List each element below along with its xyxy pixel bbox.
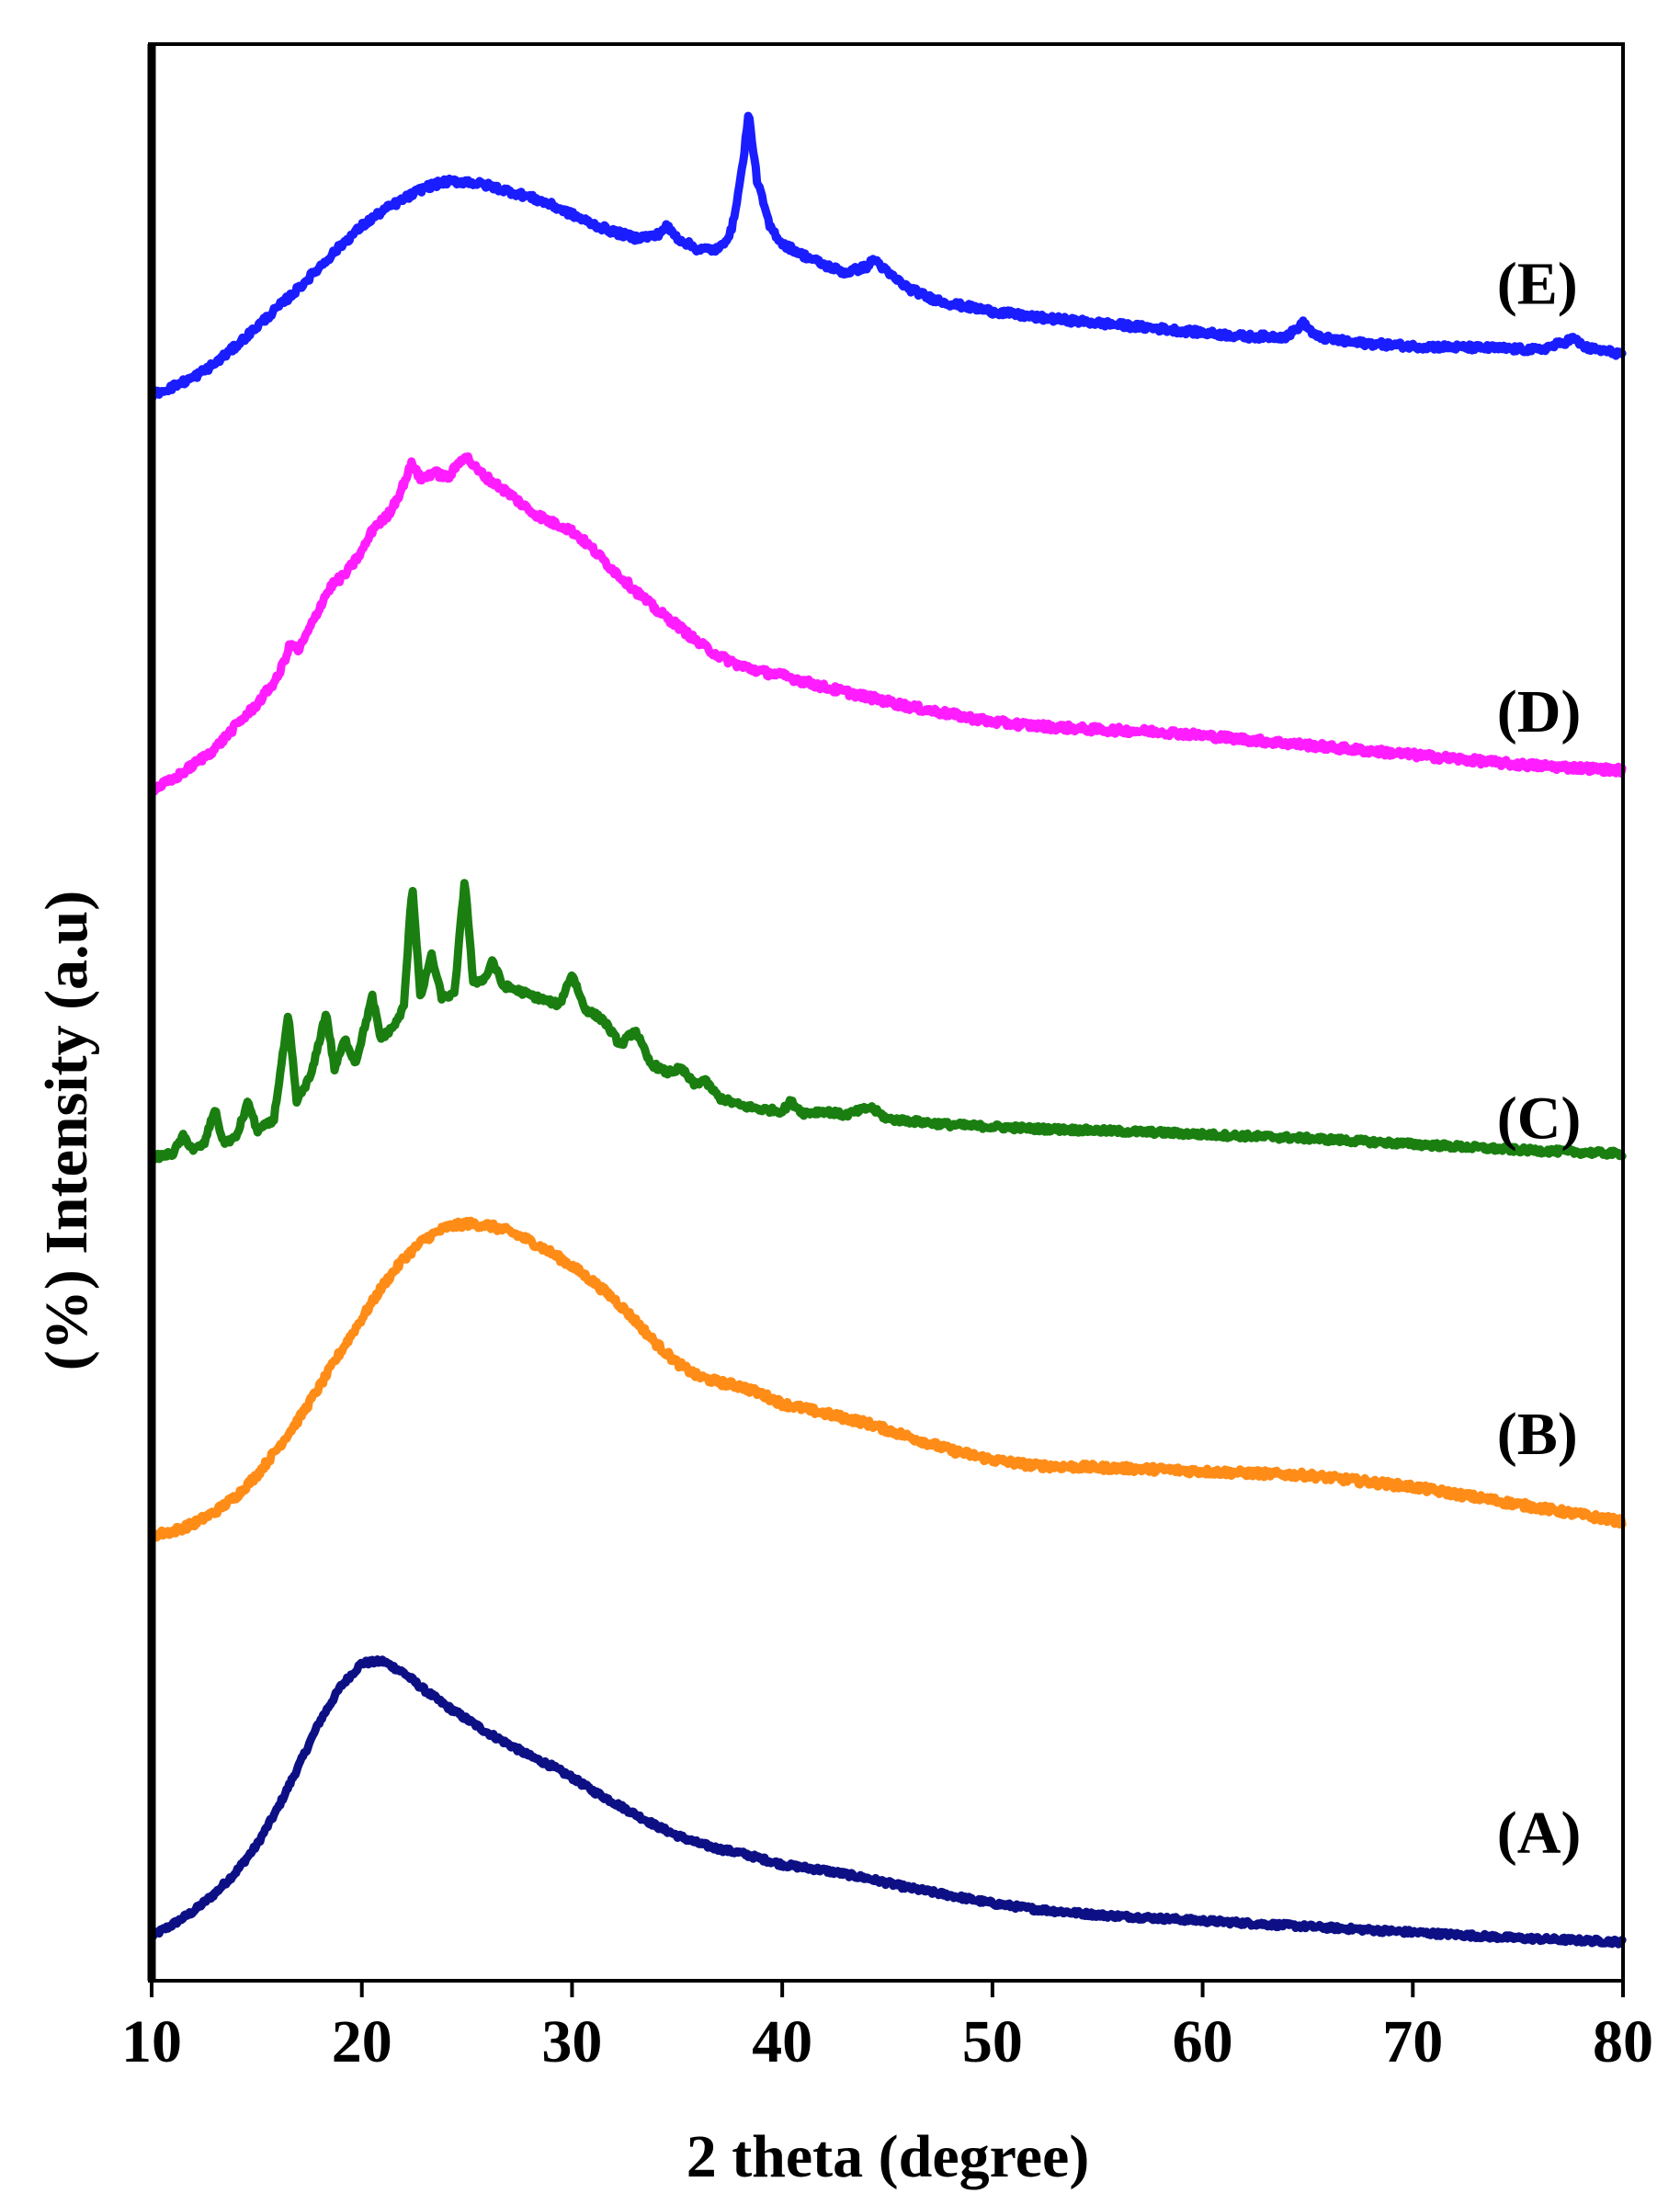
- axis-layer: [147, 42, 1625, 1983]
- x-tick-label-50: 50: [962, 2008, 1023, 2075]
- x-tick-layer: 10 20 30 40 50 60 70 80: [121, 1981, 1653, 2075]
- series-label-layer: (A) (B) (C) (D) (E): [1497, 250, 1582, 1867]
- series-layer: [147, 111, 1627, 1949]
- series-line-4: [147, 111, 1627, 402]
- x-tick-label-10: 10: [121, 2008, 182, 2075]
- series-line-0: [147, 1655, 1627, 1949]
- y-axis-title: (%) Intensity (a.u): [33, 891, 100, 1371]
- x-tick-label-60: 60: [1173, 2008, 1233, 2075]
- series-label-0: (A): [1497, 1800, 1582, 1867]
- x-tick-label-30: 30: [541, 2008, 602, 2075]
- x-tick-label-20: 20: [332, 2008, 392, 2075]
- series-line-1: [147, 1216, 1627, 1542]
- series-line-2: [147, 879, 1627, 1165]
- series-line-3: [147, 452, 1627, 796]
- series-label-1: (B): [1497, 1401, 1578, 1468]
- series-label-4: (E): [1497, 250, 1578, 317]
- series-label-3: (D): [1497, 678, 1582, 745]
- x-axis-title: 2 theta (degree): [687, 2123, 1090, 2190]
- x-tick-label-80: 80: [1593, 2008, 1653, 2075]
- x-tick-label-40: 40: [752, 2008, 812, 2075]
- x-tick-label-70: 70: [1382, 2008, 1443, 2075]
- series-label-2: (C): [1497, 1085, 1582, 1152]
